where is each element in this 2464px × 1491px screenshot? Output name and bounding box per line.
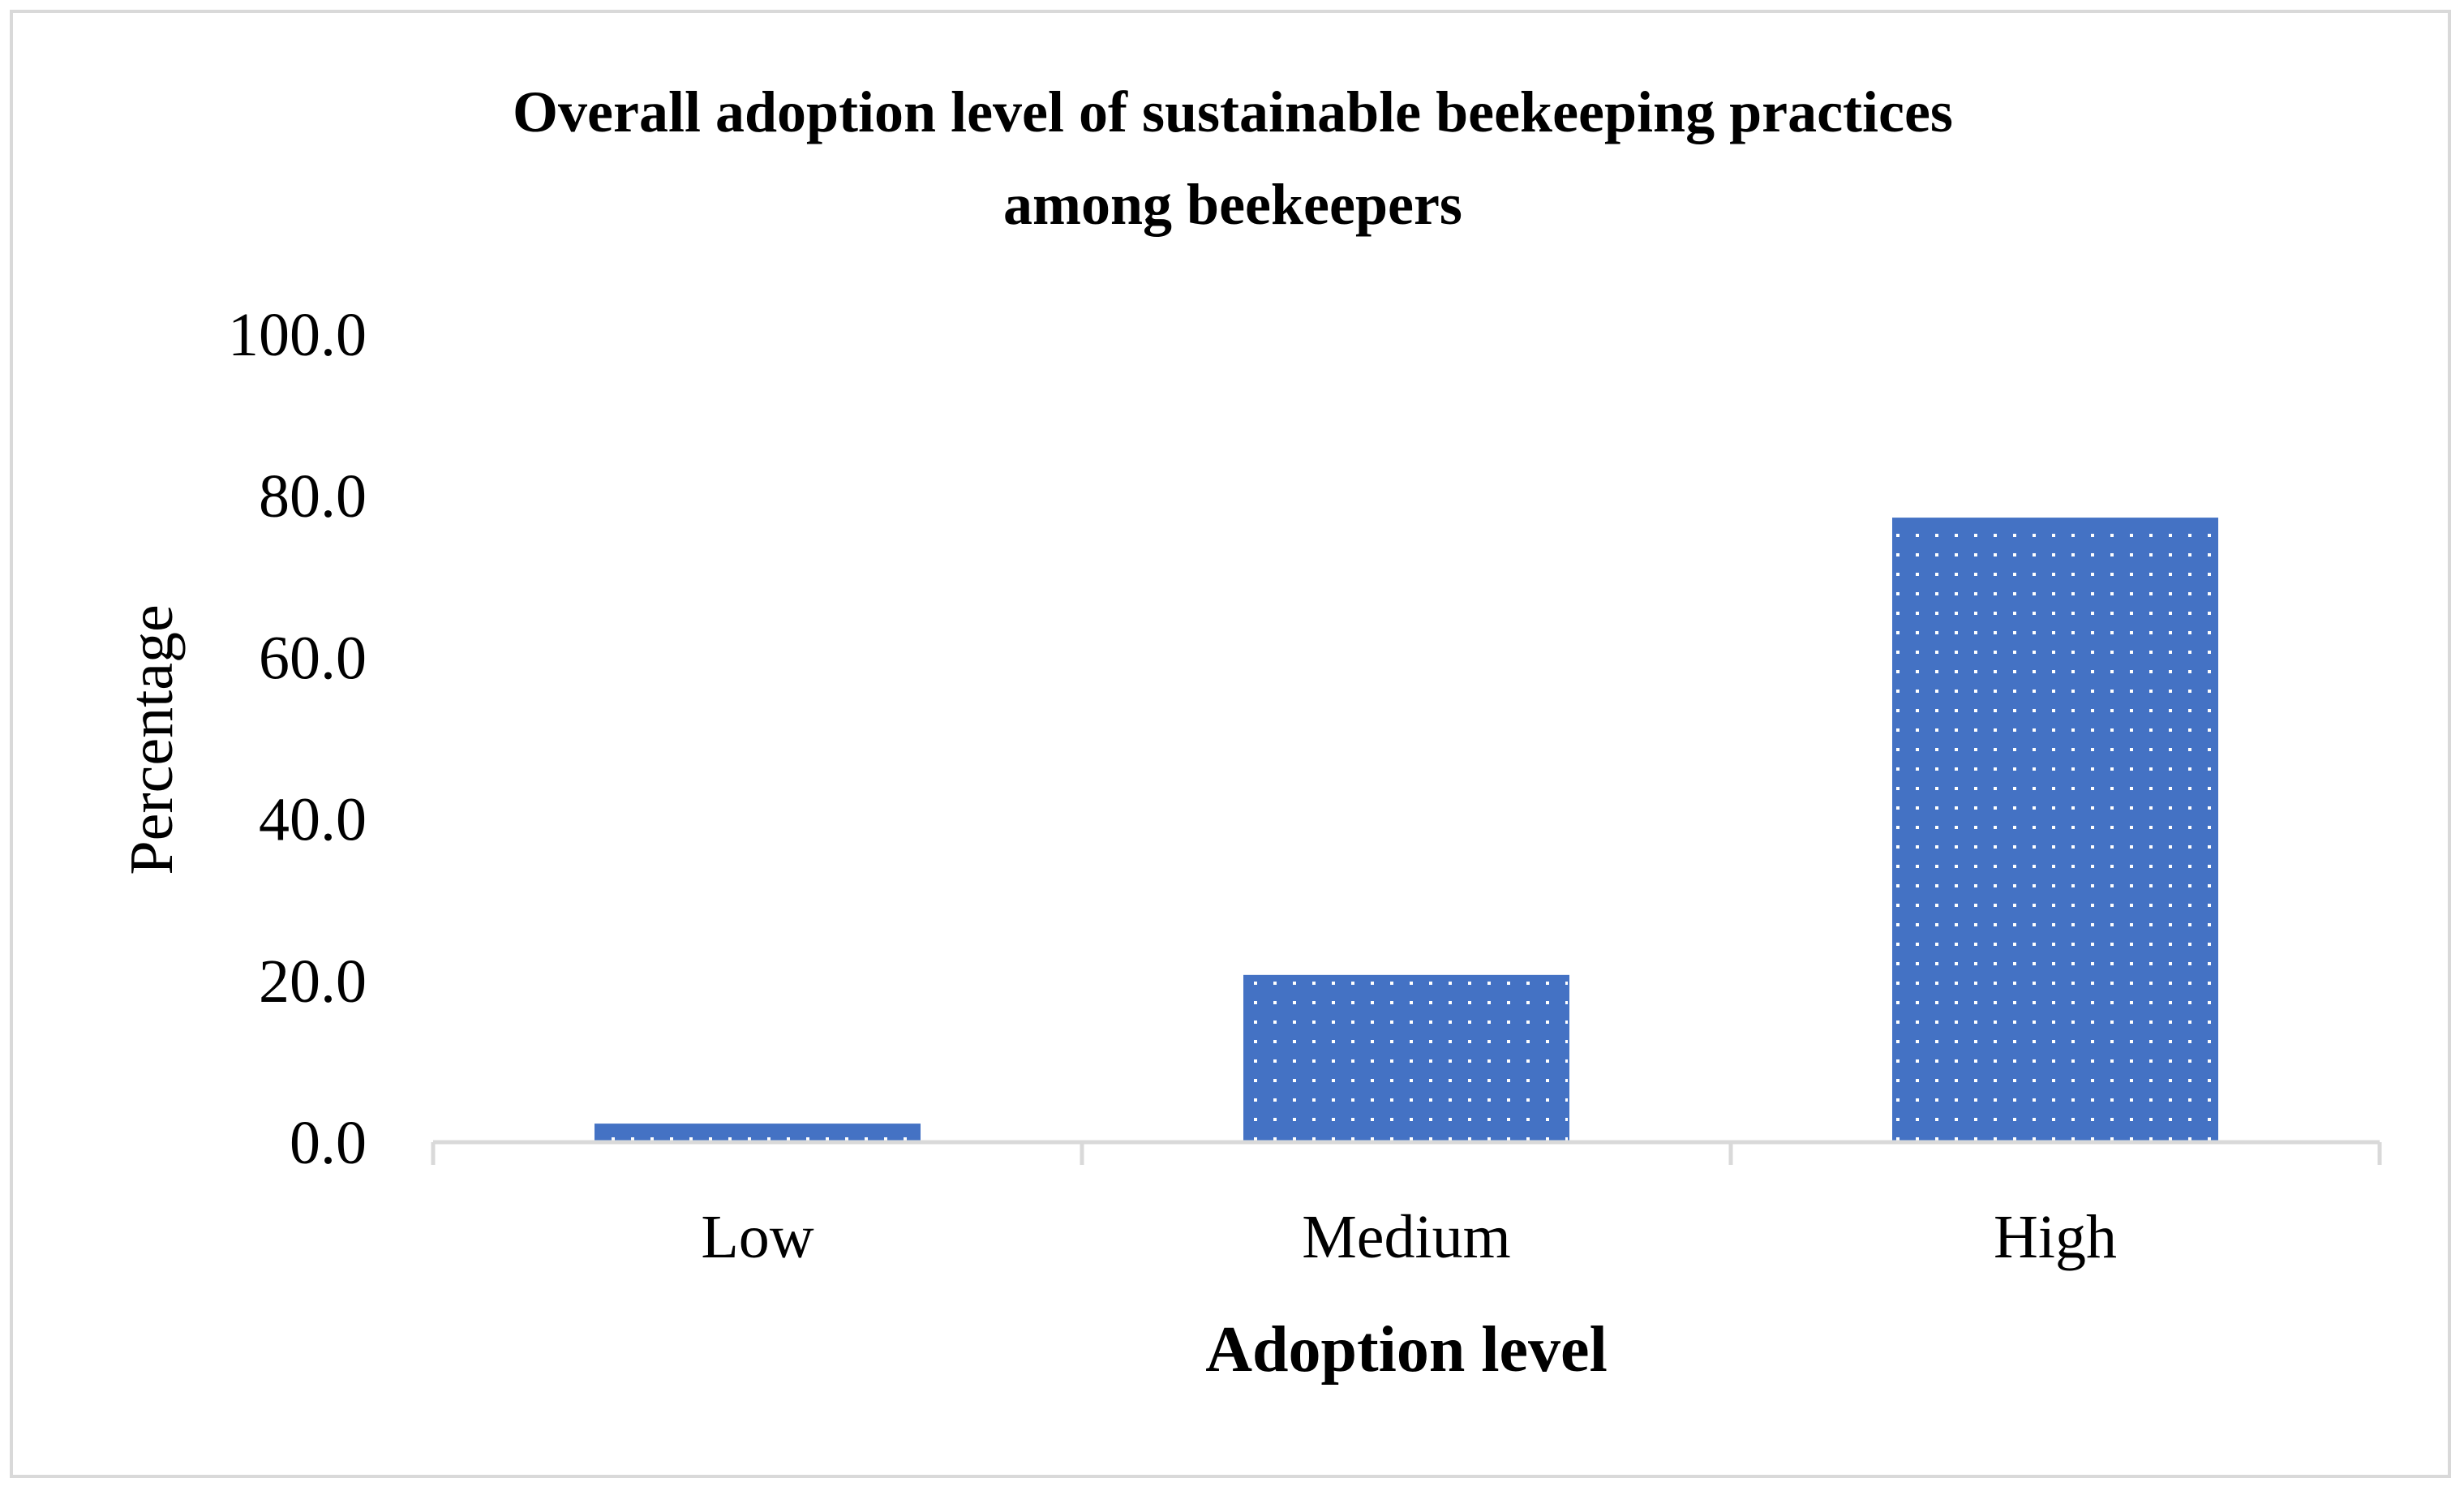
y-tick-label: 60.0 <box>259 624 367 692</box>
chart-title-line-1: Overall adoption level of sustainable be… <box>513 79 1953 144</box>
y-axis-ticks: 0.0 20.0 40.0 60.0 80.0 100.0 <box>228 301 367 1177</box>
bars-group <box>595 518 2218 1144</box>
chart-title-line-2: among beekeepers <box>1003 172 1462 237</box>
y-tick-label: 100.0 <box>228 301 367 369</box>
bar-low <box>595 1124 921 1144</box>
y-axis-title: Percentage <box>118 604 186 874</box>
y-tick-label: 80.0 <box>259 462 367 531</box>
y-tick-label: 0.0 <box>290 1109 367 1177</box>
bar-medium <box>1243 974 1569 1143</box>
x-tick-label-medium: Medium <box>1302 1203 1511 1271</box>
y-tick-label: 40.0 <box>259 786 367 854</box>
x-tick-label-high: High <box>1994 1203 2117 1271</box>
x-tick-label-low: Low <box>701 1203 813 1271</box>
x-axis-title: Adoption level <box>1205 1314 1608 1386</box>
y-tick-label: 20.0 <box>259 947 367 1016</box>
x-axis-tick-labels: Low Medium High <box>701 1203 2117 1271</box>
bar-high <box>1892 518 2218 1143</box>
x-axis <box>431 1140 2382 1165</box>
